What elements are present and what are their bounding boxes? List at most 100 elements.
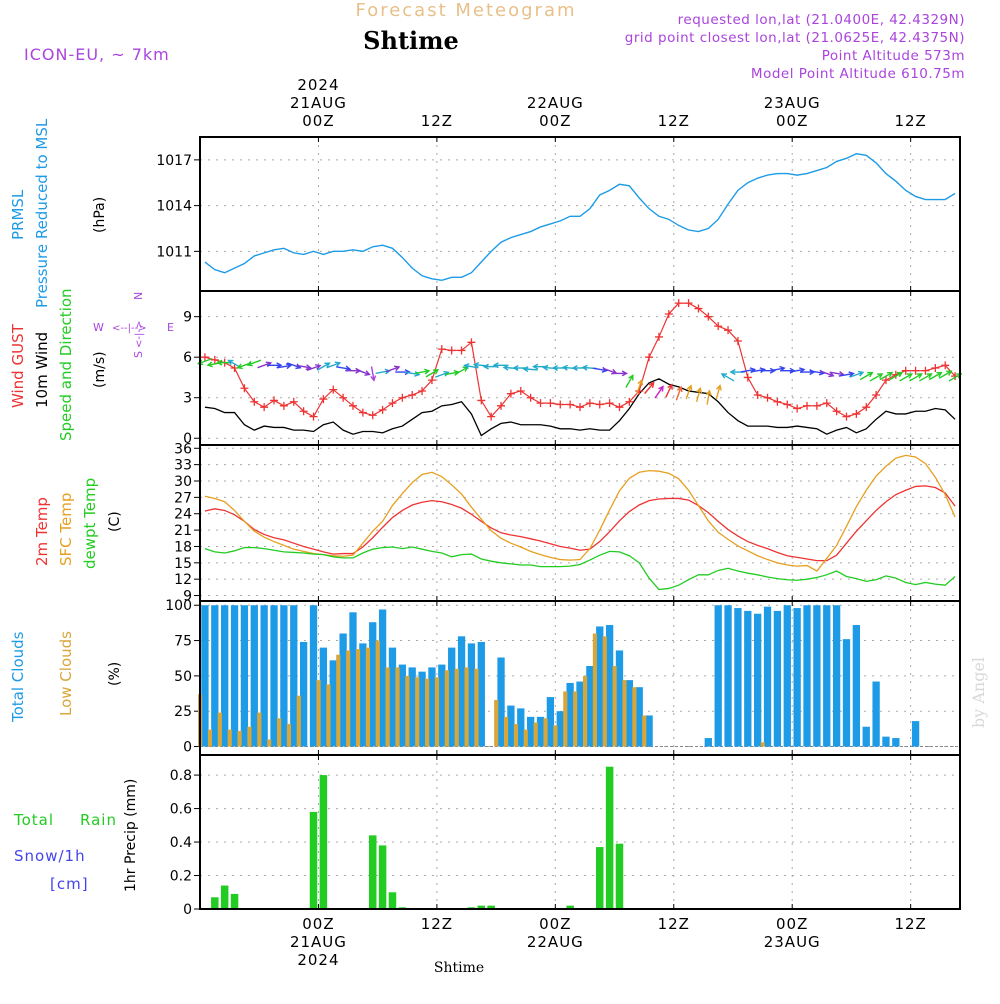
wind-arrow-shaft xyxy=(296,364,311,369)
low-cloud-bar xyxy=(592,633,597,747)
snow-label: Snow/1h xyxy=(14,847,86,865)
total-cloud-bar xyxy=(408,667,416,747)
gust-marker xyxy=(842,412,851,421)
low-cloud-bar xyxy=(523,729,528,747)
total-cloud-bar xyxy=(359,643,367,747)
low-cloud-bar xyxy=(267,739,272,747)
wind-arrow-shaft xyxy=(592,367,607,372)
t2m-line xyxy=(204,485,956,562)
gust-marker xyxy=(418,386,427,395)
wind-arrow-shaft xyxy=(695,388,701,402)
time-label-line: 2024 xyxy=(297,76,339,94)
wind-arrow-head xyxy=(246,360,253,367)
y-tick-label: 100 xyxy=(165,598,192,614)
gust-marker xyxy=(270,396,279,405)
wind-arrow-head xyxy=(206,361,213,368)
time-label-line: 2024 xyxy=(297,951,339,969)
dewpt-line xyxy=(204,546,956,591)
time-label-line: 22AUG xyxy=(527,94,584,112)
low-cloud-bar xyxy=(375,640,380,747)
gust-marker xyxy=(536,399,545,408)
wind-arrow-shaft xyxy=(899,373,913,382)
wind-arrow xyxy=(705,389,712,405)
wind-arrow-head xyxy=(857,370,865,377)
total-cloud-bar xyxy=(744,610,752,747)
wind-arrow-shaft xyxy=(385,366,400,373)
total-cloud-bar xyxy=(270,605,278,747)
gust-marker xyxy=(260,403,269,412)
gust-marker xyxy=(921,366,930,375)
total-cloud-bar xyxy=(497,657,505,747)
wind-arrow-shaft xyxy=(809,370,824,374)
wind-arrow xyxy=(879,371,894,381)
wind-arrow-shaft xyxy=(425,369,439,378)
y-tick-label: 0 xyxy=(183,902,192,918)
wind-arrow-shaft xyxy=(869,373,883,382)
gust-marker xyxy=(832,407,841,416)
cloud-label: Total Clouds Low Clouds (%) xyxy=(9,631,123,723)
gust-marker xyxy=(576,403,584,412)
wind-arrow xyxy=(385,365,401,373)
total-cloud-bar xyxy=(842,639,851,747)
rain-bar xyxy=(615,843,624,909)
gust-marker xyxy=(319,395,328,404)
wind-arrow-shaft xyxy=(257,362,271,369)
wind-arrow-shaft xyxy=(721,373,735,382)
total-cloud-bar xyxy=(349,612,357,747)
gust-marker xyxy=(408,391,417,400)
total-cloud-bar xyxy=(211,605,219,747)
total-cloud-bar xyxy=(428,667,436,747)
wind-arrow-shaft xyxy=(316,362,330,371)
wind-arrow-head xyxy=(705,389,712,396)
gust-marker xyxy=(743,373,752,382)
wind-arrow-shaft xyxy=(435,371,449,378)
wind-arrow xyxy=(644,381,655,395)
time-label-line: 12Z xyxy=(421,112,453,130)
y-tick-label: 50 xyxy=(174,669,192,685)
panel-5: 0 0.2 0.4 0.6 0.8 xyxy=(170,755,960,918)
time-label-top: 12Z xyxy=(894,112,925,130)
gust-marker xyxy=(694,304,703,313)
wind-arrow-head xyxy=(571,364,578,372)
total-cloud-bar xyxy=(832,605,841,747)
wind-arrow-head xyxy=(896,371,904,378)
y-tick-label: 15 xyxy=(174,556,192,572)
wind-arrow-shaft xyxy=(247,359,262,366)
time-label-line: 23AUG xyxy=(764,933,821,951)
low-cloud-bar xyxy=(415,677,420,747)
gust-marker xyxy=(368,411,377,420)
gust-marker xyxy=(911,366,920,375)
compass-ns-arrow: <-|-> xyxy=(134,321,145,348)
total-cloud-bar xyxy=(724,605,732,747)
wind-arrow-shaft xyxy=(654,386,664,399)
wind-arrow-shaft xyxy=(829,371,844,376)
wind-arrow xyxy=(370,366,377,382)
compass-e: E xyxy=(167,321,174,334)
y-tick-label: 27 xyxy=(174,490,192,506)
gust-marker xyxy=(358,408,367,417)
time-label-line: 12Z xyxy=(658,915,690,933)
total-cloud-bar xyxy=(477,641,485,747)
sfc-temp-label: SFC Temp xyxy=(57,493,75,566)
wind-arrow xyxy=(296,364,312,371)
total-cloud-bar xyxy=(556,711,564,747)
wind-arrow xyxy=(889,371,904,381)
gust-marker xyxy=(447,346,456,355)
gust-marker xyxy=(348,401,357,410)
wind-arrow-head xyxy=(472,362,480,369)
gust-marker xyxy=(862,403,871,412)
wind-arrow-shaft xyxy=(286,362,301,369)
wind-arrow-head xyxy=(305,364,312,371)
total-cloud-bar xyxy=(457,636,466,747)
sfc-temp-line xyxy=(204,454,956,572)
time-label-bottom: 12Z xyxy=(421,915,452,933)
time-label-line: 00Z xyxy=(302,915,334,933)
rain-bar xyxy=(388,892,397,909)
total-cloud-bar xyxy=(911,721,920,747)
total-cloud-bar xyxy=(309,605,318,747)
wind-arrow xyxy=(267,362,283,369)
